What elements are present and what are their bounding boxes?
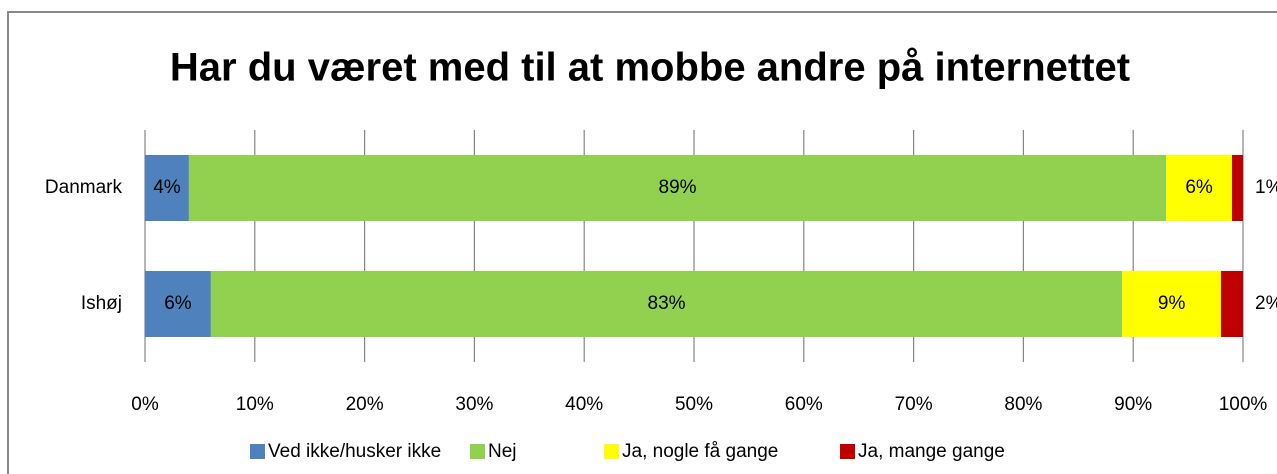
data-label: 83% (648, 293, 686, 314)
x-tick-label: 0% (131, 394, 159, 415)
x-tick-label: 10% (236, 394, 274, 415)
data-label: 4% (153, 177, 181, 198)
y-tick-label: Ishøj (81, 293, 122, 314)
data-label: 2% (1255, 293, 1277, 314)
legend-label: Ja, mange gange (858, 441, 1005, 462)
x-tick-label: 60% (785, 394, 823, 415)
x-tick-label: 100% (1219, 394, 1268, 415)
x-tick-label: 80% (1004, 394, 1042, 415)
data-label: 6% (1185, 177, 1213, 198)
chart-title: Har du været med til at mobbe andre på i… (170, 46, 1130, 90)
bar-segment (1122, 271, 1222, 337)
x-tick-label: 40% (565, 394, 603, 415)
bar-segment (1221, 271, 1243, 337)
legend-label: Nej (488, 441, 517, 462)
bar-segment (210, 271, 1123, 337)
y-tick-label: Danmark (45, 177, 123, 198)
legend-swatch (470, 444, 485, 459)
bar-segment (145, 155, 189, 221)
bar-segment (1166, 155, 1233, 221)
x-tick-label: 50% (675, 394, 713, 415)
legend-swatch (840, 444, 855, 459)
bar-segment (145, 271, 211, 337)
legend-label: Ja, nogle få gange (622, 441, 778, 462)
bar-segment (1232, 155, 1243, 221)
data-label: 6% (164, 293, 192, 314)
x-tick-label: 70% (895, 394, 933, 415)
x-tick-label: 90% (1114, 394, 1152, 415)
x-tick-label: 20% (346, 394, 384, 415)
data-label: 1% (1255, 177, 1277, 198)
legend-swatch (604, 444, 619, 459)
data-label: 89% (659, 177, 697, 198)
data-label: 9% (1158, 293, 1186, 314)
chart-border (7, 11, 1277, 474)
legend-swatch (250, 444, 265, 459)
legend-label: Ved ikke/husker ikke (268, 441, 441, 462)
x-tick-label: 30% (455, 394, 493, 415)
bar-segment (188, 155, 1167, 221)
